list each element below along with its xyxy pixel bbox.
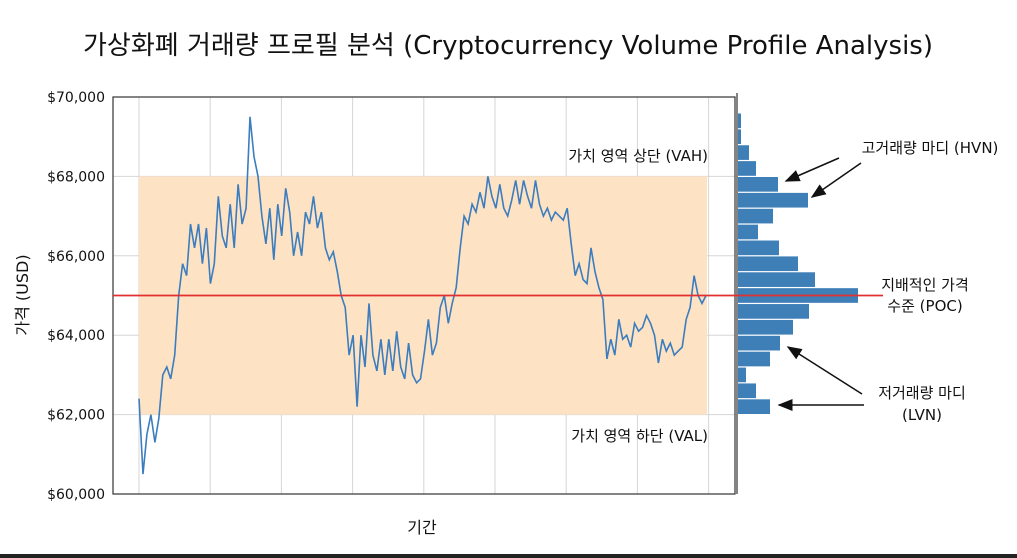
y-tick-label: $68,000 — [47, 169, 105, 185]
volume-bar — [738, 319, 793, 335]
y-tick-label: $62,000 — [47, 408, 105, 424]
volume-bar — [738, 399, 770, 414]
y-tick-label: $66,000 — [47, 249, 105, 265]
volume-bar — [738, 177, 778, 192]
volume-bar — [738, 367, 746, 383]
poc-label-line1: 지배적인 가격 — [881, 276, 969, 294]
lvn-arrow-1 — [786, 346, 863, 395]
volume-bar — [738, 192, 808, 208]
y-axis-label: 가격 (USD) — [13, 254, 32, 335]
x-axis-label: 기간 — [407, 518, 437, 537]
volume-profile-bars — [738, 113, 858, 414]
bottom-border — [0, 554, 1017, 558]
volume-bar — [738, 335, 780, 351]
hvn-label: 고거래량 마디 (HVN) — [862, 139, 999, 157]
hvn-arrow-2 — [810, 162, 862, 198]
volume-bar — [738, 145, 749, 160]
val-label: 가치 영역 하단 (VAL) — [571, 427, 708, 445]
y-axis-ticks: $60,000 $62,000 $64,000 $66,000 $68,000 $70,0… — [47, 90, 105, 503]
volume-bar — [738, 304, 809, 319]
price-line — [138, 116, 707, 475]
volume-bar — [738, 129, 741, 145]
volume-bar — [738, 161, 756, 176]
volume-bar — [738, 351, 770, 367]
chart-title: 가상화폐 거래량 프로필 분석 (Cryptocurrency Volume P… — [83, 31, 933, 61]
volume-bar — [738, 256, 798, 272]
volume-bar — [738, 383, 756, 399]
volume-bar — [738, 240, 779, 256]
poc-label-line2: 수준 (POC) — [887, 297, 962, 315]
volume-bar — [738, 208, 773, 224]
vah-label: 가치 영역 상단 (VAH) — [568, 147, 708, 165]
lvn-label-line2: (LVN) — [902, 406, 942, 424]
y-tick-label: $64,000 — [47, 328, 105, 344]
y-tick-label: $60,000 — [47, 487, 105, 503]
volume-bar — [738, 113, 741, 129]
lvn-label-line1: 저거래량 마디 — [878, 384, 966, 402]
volume-bar — [738, 224, 758, 240]
y-tick-label: $70,000 — [47, 90, 105, 106]
hvn-arrow-1 — [784, 157, 840, 182]
volume-bar — [738, 272, 815, 287]
